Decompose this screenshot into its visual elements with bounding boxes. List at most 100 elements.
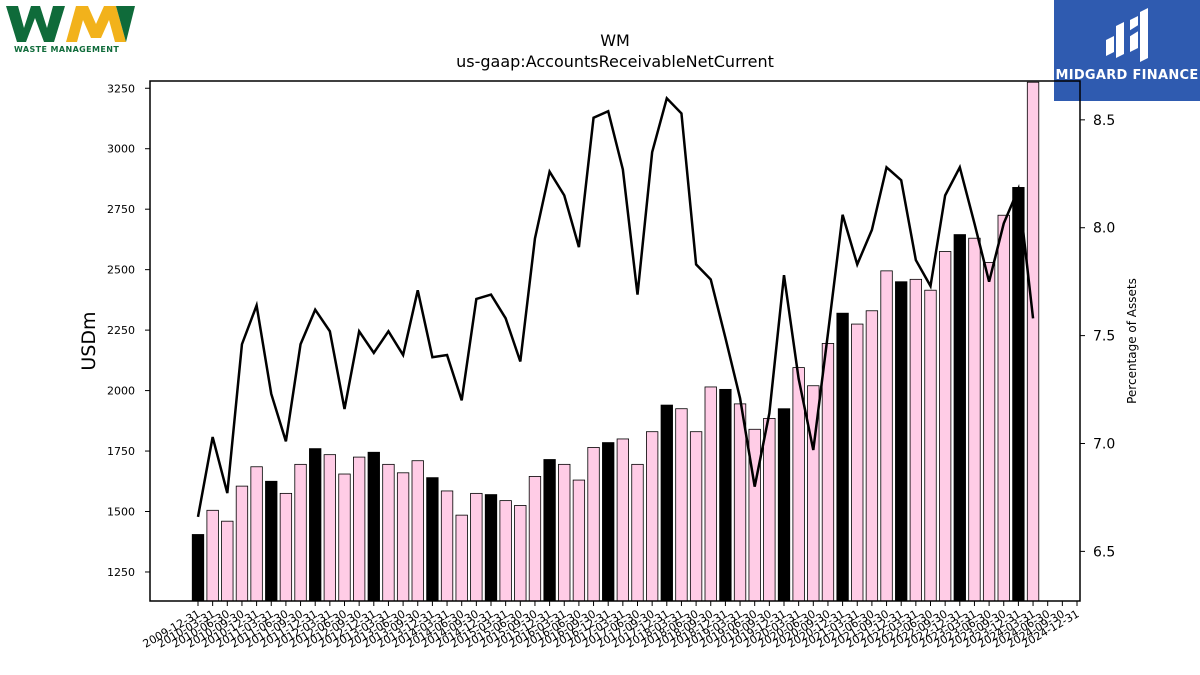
bar (558, 463, 571, 602)
bar (836, 312, 849, 602)
x-axis: 2009-12-312010-03-312010-06-302010-09-30… (141, 601, 1082, 651)
x-tick-label: 2015-09-30 (478, 607, 540, 650)
y2-tick-label: 8.5 (1093, 113, 1115, 129)
x-tick-label: 2021-06-30 (815, 607, 877, 650)
x-tick-label: 2016-12-31 (551, 607, 613, 650)
waste-management-logo: WASTE MANAGEMENT (4, 4, 140, 56)
x-tick-label: 2014-09-30 (419, 607, 481, 650)
bar-series (191, 81, 1040, 602)
bar (807, 385, 820, 602)
x-tick-label: 2019-03-31 (683, 607, 745, 650)
x-tick-label: 2023-09-30 (946, 607, 1008, 650)
x-tick-label: 2011-06-30 (229, 607, 291, 650)
bar (748, 428, 761, 602)
x-tick-label: 2015-12-31 (492, 607, 554, 650)
x-tick-label: 2017-06-30 (580, 607, 642, 650)
bar (470, 492, 483, 602)
midgard-logo-shape-right (1130, 8, 1148, 62)
x-tick-label: 2013-09-30 (360, 607, 422, 650)
bar (367, 451, 380, 602)
wm-logo-text: WASTE MANAGEMENT (14, 45, 120, 54)
x-tick-label: 2019-12-31 (727, 607, 789, 650)
x-tick-label: 2014-06-30 (404, 607, 466, 650)
bar (646, 431, 659, 602)
x-tick-label: 2011-12-31 (258, 607, 320, 650)
bar (191, 534, 205, 602)
bar (382, 463, 395, 602)
bar (528, 476, 542, 602)
bar (616, 438, 629, 602)
y2-tick-label: 7.0 (1093, 436, 1115, 452)
chart-title: WM (600, 31, 630, 50)
bar (675, 408, 688, 602)
x-tick-label: 2024-09-30 (1005, 607, 1067, 650)
bar (1012, 187, 1025, 602)
bar (309, 448, 322, 602)
bar (294, 463, 307, 602)
bar (1026, 81, 1040, 602)
x-tick-label: 2020-03-31 (741, 607, 803, 650)
bar (396, 472, 410, 602)
x-tick-label: 2024-12-31 (1020, 607, 1082, 650)
x-tick-label: 2013-12-31 (375, 607, 437, 650)
x-tick-label: 2021-09-30 (829, 607, 891, 650)
x-tick-label: 2011-09-30 (243, 607, 305, 650)
x-tick-label: 2015-03-31 (448, 607, 510, 650)
x-tick-label: 2017-03-31 (565, 607, 627, 650)
bar (851, 323, 864, 602)
x-tick-label: 2023-06-30 (932, 607, 994, 650)
y-tick-label: 3000 (107, 143, 135, 156)
x-tick-label: 2018-12-31 (668, 607, 730, 650)
y2-tick-label: 6.5 (1093, 544, 1115, 560)
bar (206, 509, 219, 602)
x-tick-label: 2023-03-31 (917, 607, 979, 650)
x-tick-label: 2017-09-30 (595, 607, 657, 650)
bar (939, 251, 952, 602)
x-tick-label: 2016-09-30 (536, 607, 598, 650)
x-tick-label: 2010-09-30 (185, 607, 247, 650)
chart-subtitle: us-gaap:AccountsReceivableNetCurrent (456, 52, 774, 71)
x-tick-label: 2019-09-30 (712, 607, 774, 650)
x-tick-label: 2011-03-31 (214, 607, 276, 650)
midgard-logo-slash (1124, 24, 1140, 40)
bar (499, 500, 512, 602)
x-tick-label: 2010-03-31 (155, 607, 217, 650)
x-tick-label: 2012-12-31 (316, 607, 378, 650)
x-tick-label: 2016-03-31 (507, 607, 569, 650)
y-axis-label: USDm (78, 311, 100, 370)
x-tick-label: 2016-06-30 (522, 607, 584, 650)
x-tick-label: 2020-06-30 (756, 607, 818, 650)
bar (777, 408, 791, 602)
y-tick-label: 1250 (107, 566, 135, 579)
bar (484, 494, 498, 602)
chart-title-block: WM us-gaap:AccountsReceivableNetCurrent (150, 30, 1080, 72)
x-tick-label: 2020-09-30 (771, 607, 833, 650)
y-tick-label: 1500 (107, 506, 135, 519)
x-tick-label: 2018-06-30 (639, 607, 701, 650)
bar (924, 289, 937, 602)
x-tick-label: 2022-03-31 (858, 607, 920, 650)
bar (440, 490, 454, 602)
bar (631, 463, 644, 602)
bar (704, 386, 717, 602)
right-y-axis: 6.5 7.0 7.5 8.0 8.5 (1080, 113, 1115, 560)
bar (968, 237, 981, 602)
bar (602, 442, 615, 602)
x-tick-label: 2012-09-30 (302, 607, 364, 650)
x-tick-label: 2014-12-31 (434, 607, 496, 650)
bar (221, 520, 234, 602)
y-tick-label: 2750 (107, 203, 135, 216)
midgard-logo-text: MIDGARD FINANCE (1055, 68, 1199, 83)
bar (953, 234, 966, 602)
bar (352, 456, 366, 602)
plot-frame (149, 80, 1081, 602)
percentage-of-assets-line (196, 95, 1035, 518)
x-tick-label: 2024-03-31 (976, 607, 1038, 650)
x-tick-label: 2012-06-30 (287, 607, 349, 650)
bar (235, 485, 249, 602)
bar (997, 214, 1010, 602)
y-tick-label: 2000 (107, 385, 135, 398)
x-tick-label: 2013-03-31 (331, 607, 393, 650)
x-tick-label: 2019-06-30 (697, 607, 759, 650)
